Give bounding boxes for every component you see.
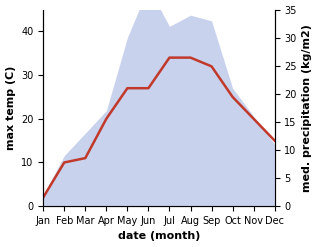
- Y-axis label: med. precipitation (kg/m2): med. precipitation (kg/m2): [302, 24, 313, 192]
- Y-axis label: max temp (C): max temp (C): [5, 66, 16, 150]
- X-axis label: date (month): date (month): [118, 231, 200, 242]
